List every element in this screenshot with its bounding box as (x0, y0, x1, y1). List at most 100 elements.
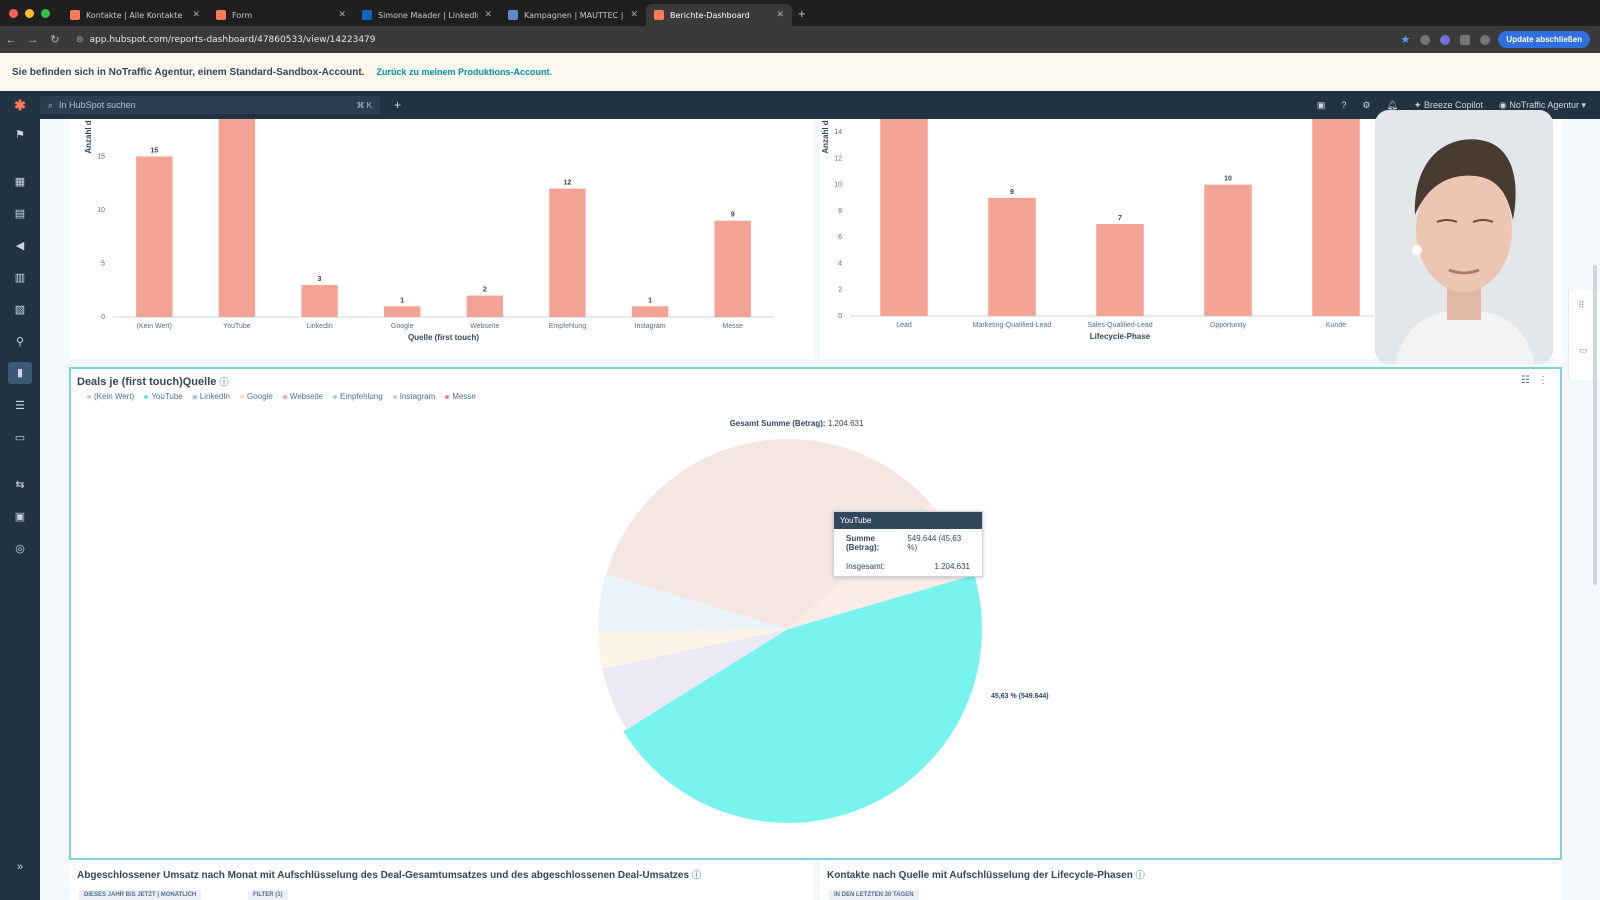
marketing-icon[interactable]: ◀ (15, 240, 25, 252)
tab-favicon-icon (70, 10, 80, 20)
chat-icon[interactable]: ▭ (1579, 345, 1588, 355)
marketplace-icon[interactable]: ▣ (1316, 99, 1326, 110)
legend-item[interactable]: Webseite (282, 392, 323, 401)
x-tick-label: Google (391, 323, 414, 330)
tooltip-header: YouTube (834, 512, 982, 529)
data-management-icon[interactable]: ☰ (15, 400, 25, 412)
page-scrollbar[interactable] (1593, 265, 1597, 585)
automation-icon[interactable]: ⇆ (15, 479, 25, 491)
close-window-icon[interactable] (9, 8, 18, 18)
close-tab-icon[interactable]: ✕ (630, 10, 638, 20)
search-input[interactable]: ⌕ In HubSpot suchen ⌘ K (40, 96, 380, 114)
browser-tab[interactable]: Kontakte | Alle Kontakte ✕ (62, 4, 208, 26)
address-bar: ← → ↻ ⊜ app.hubspot.com/reports-dashboar… (0, 26, 1600, 53)
new-tab-button[interactable]: + (798, 5, 806, 21)
browser-tab[interactable]: Berichte-Dashboard ✕ (646, 4, 792, 26)
crm-icon[interactable]: ▤ (14, 208, 26, 220)
legend-item[interactable]: Google (240, 392, 273, 401)
browser-tab[interactable]: Form ✕ (208, 4, 354, 26)
account-avatar-icon: ◉ (1499, 99, 1507, 110)
site-info-icon[interactable]: ⊜ (76, 34, 84, 45)
bar-value-label: 1 (648, 297, 652, 304)
hubspot-top-nav: ✱ ⌕ In HubSpot suchen ⌘ K + ▣ ? ⚙ 🔔︎ ✦ B… (0, 91, 1600, 119)
sandbox-banner: Sie befinden sich in NoTraffic Agentur, … (0, 53, 1600, 91)
info-icon[interactable]: ⓘ (691, 870, 701, 880)
legend-item[interactable]: Messe (445, 392, 476, 401)
date-range-chip[interactable]: IN DEN LETZTEN 30 TAGEN (829, 890, 919, 900)
filter-settings-icon[interactable]: ☷ (1521, 375, 1530, 386)
legend-item[interactable]: (Kein Wert) (87, 392, 134, 401)
bookmarks-icon[interactable]: ⚑ (15, 129, 25, 141)
maximize-window-icon[interactable] (41, 8, 50, 18)
y-tick-label: 15 (97, 153, 105, 160)
forward-icon[interactable]: → (27, 33, 39, 46)
close-tab-icon[interactable]: ✕ (192, 10, 200, 20)
pie-total: Gesamt Summe (Betrag): 1.204.631 (71, 419, 1560, 428)
extension-icon[interactable] (1440, 34, 1451, 45)
browser-tab[interactable]: Kampagnen | MAUTTEC | Lin ✕ (500, 4, 646, 26)
bar (1312, 119, 1360, 316)
legend-item[interactable]: Instagram (392, 392, 435, 401)
bar-value-label: 10 (1224, 176, 1232, 183)
info-icon[interactable]: ⓘ (219, 377, 229, 387)
commerce-icon[interactable]: ▣ (14, 511, 26, 523)
date-range-chip[interactable]: DIESES JAHR BIS JETZT | MONATLICH (79, 890, 202, 900)
url-field[interactable]: ⊜ app.hubspot.com/reports-dashboard/4786… (76, 30, 1401, 50)
legend-dot (445, 394, 450, 399)
pie-card-title-text: Deals je (first touch)Quelle (77, 376, 217, 388)
pie-slice (606, 438, 931, 629)
pie-slice (623, 574, 982, 823)
x-tick-label: Lead (896, 322, 912, 329)
browser-tab[interactable]: Simone Maader | LinkedIn ✕ (354, 4, 500, 26)
apps-icon[interactable]: ◎ (15, 543, 25, 555)
update-button[interactable]: Update abschließen (1498, 31, 1590, 48)
legend-dot (392, 394, 397, 399)
more-options-icon[interactable]: ⋮ (1538, 375, 1548, 386)
x-tick-label: YouTube (223, 323, 251, 330)
x-tick-label: Opportunity (1210, 322, 1247, 329)
search-icon: ⌕ (48, 99, 54, 110)
filter-chip[interactable]: FILTER (1) (248, 890, 288, 900)
search-placeholder: In HubSpot suchen (59, 100, 136, 110)
expand-sidebar-icon[interactable]: » (16, 861, 24, 873)
bar (384, 306, 421, 317)
back-icon[interactable]: ← (5, 33, 17, 46)
legend-item[interactable]: YouTube (144, 392, 183, 401)
settings-gear-icon[interactable]: ⚙ (1362, 99, 1371, 110)
grid-dots-icon[interactable]: ⠿ (1578, 300, 1585, 310)
reload-icon[interactable]: ↻ (50, 34, 60, 46)
account-menu[interactable]: ◉ NoTraffic Agentur ▾ (1499, 100, 1586, 111)
minimize-window-icon[interactable] (25, 8, 34, 18)
legend-item[interactable]: Empfehlung (333, 392, 383, 401)
legend-item[interactable]: LinkedIn (192, 392, 230, 401)
sales-icon[interactable]: ▧ (14, 304, 26, 316)
profile-icon[interactable] (1480, 34, 1491, 45)
close-tab-icon[interactable]: ✕ (776, 10, 784, 20)
close-tab-icon[interactable]: ✕ (484, 10, 492, 20)
create-plus-icon[interactable]: + (394, 98, 402, 112)
info-icon[interactable]: ⓘ (1135, 870, 1145, 880)
revenue-card-title-text: Abgeschlossener Umsatz nach Monat mit Au… (77, 870, 690, 881)
content-icon[interactable]: ▥ (14, 272, 26, 284)
legend-label: Empfehlung (340, 392, 383, 401)
hubspot-logo-icon[interactable]: ✱ (14, 96, 26, 113)
close-tab-icon[interactable]: ✕ (338, 10, 346, 20)
bar (549, 188, 586, 317)
contacts-by-source-bar-chart: 0 5 10 15 Anzahl d 15 (Kein Wert) YouTube 3 Linke… (84, 119, 774, 342)
workspaces-grid-icon[interactable]: ▦ (14, 176, 26, 188)
bar (714, 220, 751, 317)
service-icon[interactable]: ⚲ (15, 336, 25, 348)
production-account-link[interactable]: Zurück zu meinem Produktions-Account. (376, 67, 552, 77)
reporting-icon[interactable]: ▮ (8, 362, 32, 384)
extension-icon[interactable] (1460, 34, 1471, 45)
tooltip-total-value: 1.204.631 (934, 562, 970, 571)
window-controls[interactable] (9, 8, 50, 18)
library-folder-icon[interactable]: ▭ (14, 432, 26, 444)
y-tick-label: 8 (838, 208, 842, 215)
extension-icon[interactable] (1420, 34, 1431, 45)
bookmark-star-icon[interactable]: ★ (1400, 34, 1411, 46)
copilot-button[interactable]: ✦ Breeze Copilot (1414, 100, 1483, 111)
revenue-card-title: Abgeschlossener Umsatz nach Monat mit Au… (77, 868, 701, 881)
help-icon[interactable]: ? (1341, 100, 1347, 110)
notifications-bell-icon[interactable]: 🔔︎ (1386, 99, 1398, 110)
